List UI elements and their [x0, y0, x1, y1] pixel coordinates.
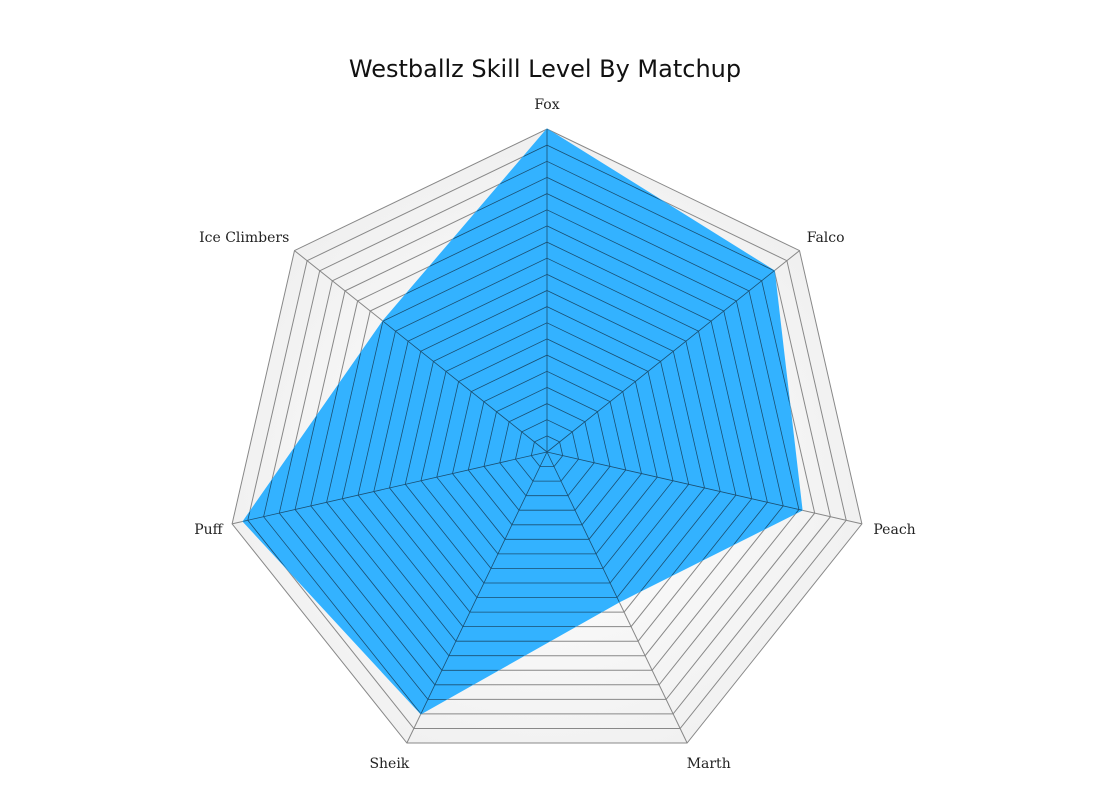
- grid-ring-over-data: [357, 257, 737, 627]
- grid-ring-over-data: [373, 273, 721, 613]
- grid-ring: [263, 160, 831, 715]
- grid-ring-over-data: [483, 386, 611, 511]
- axis-label: Ice Climbers: [199, 230, 289, 246]
- grid-ring-over-data: [452, 354, 642, 540]
- grid-ring-over-data: [499, 403, 595, 497]
- grid-ring-over-data: [389, 290, 705, 598]
- axis-label: Sheik: [369, 756, 409, 772]
- grid-ring-over-data: [467, 370, 627, 526]
- grid-ring-over-data: [420, 322, 674, 569]
- axis-spoke-over-data: [243, 451, 548, 525]
- axis-spoke-over-data: [406, 451, 548, 714]
- grid-ring-over-data: [530, 435, 564, 468]
- axis-label: Marth: [687, 756, 731, 772]
- axis-spoke-over-data: [546, 451, 803, 525]
- axis-spoke-over-data: [546, 250, 800, 453]
- grid-ring-over-data: [341, 241, 753, 642]
- grid-ring: [247, 144, 847, 729]
- axis-label: Falco: [807, 230, 845, 246]
- axis-labels: Fox Falco Peach Marth Sheik Puff Ice Climbers: [194, 97, 915, 772]
- chart-title: Westballz Skill Level By Matchup: [348, 55, 742, 83]
- series-area: [242, 128, 803, 715]
- grid-ring-over-data: [404, 306, 690, 584]
- grid-ring-over-data: [436, 338, 658, 555]
- axis-label: Peach: [873, 522, 915, 538]
- axis-label: Fox: [534, 97, 559, 113]
- axis-label: Puff: [194, 522, 223, 538]
- grid-ring-over-data: [515, 419, 579, 482]
- grid-ring: [231, 128, 863, 744]
